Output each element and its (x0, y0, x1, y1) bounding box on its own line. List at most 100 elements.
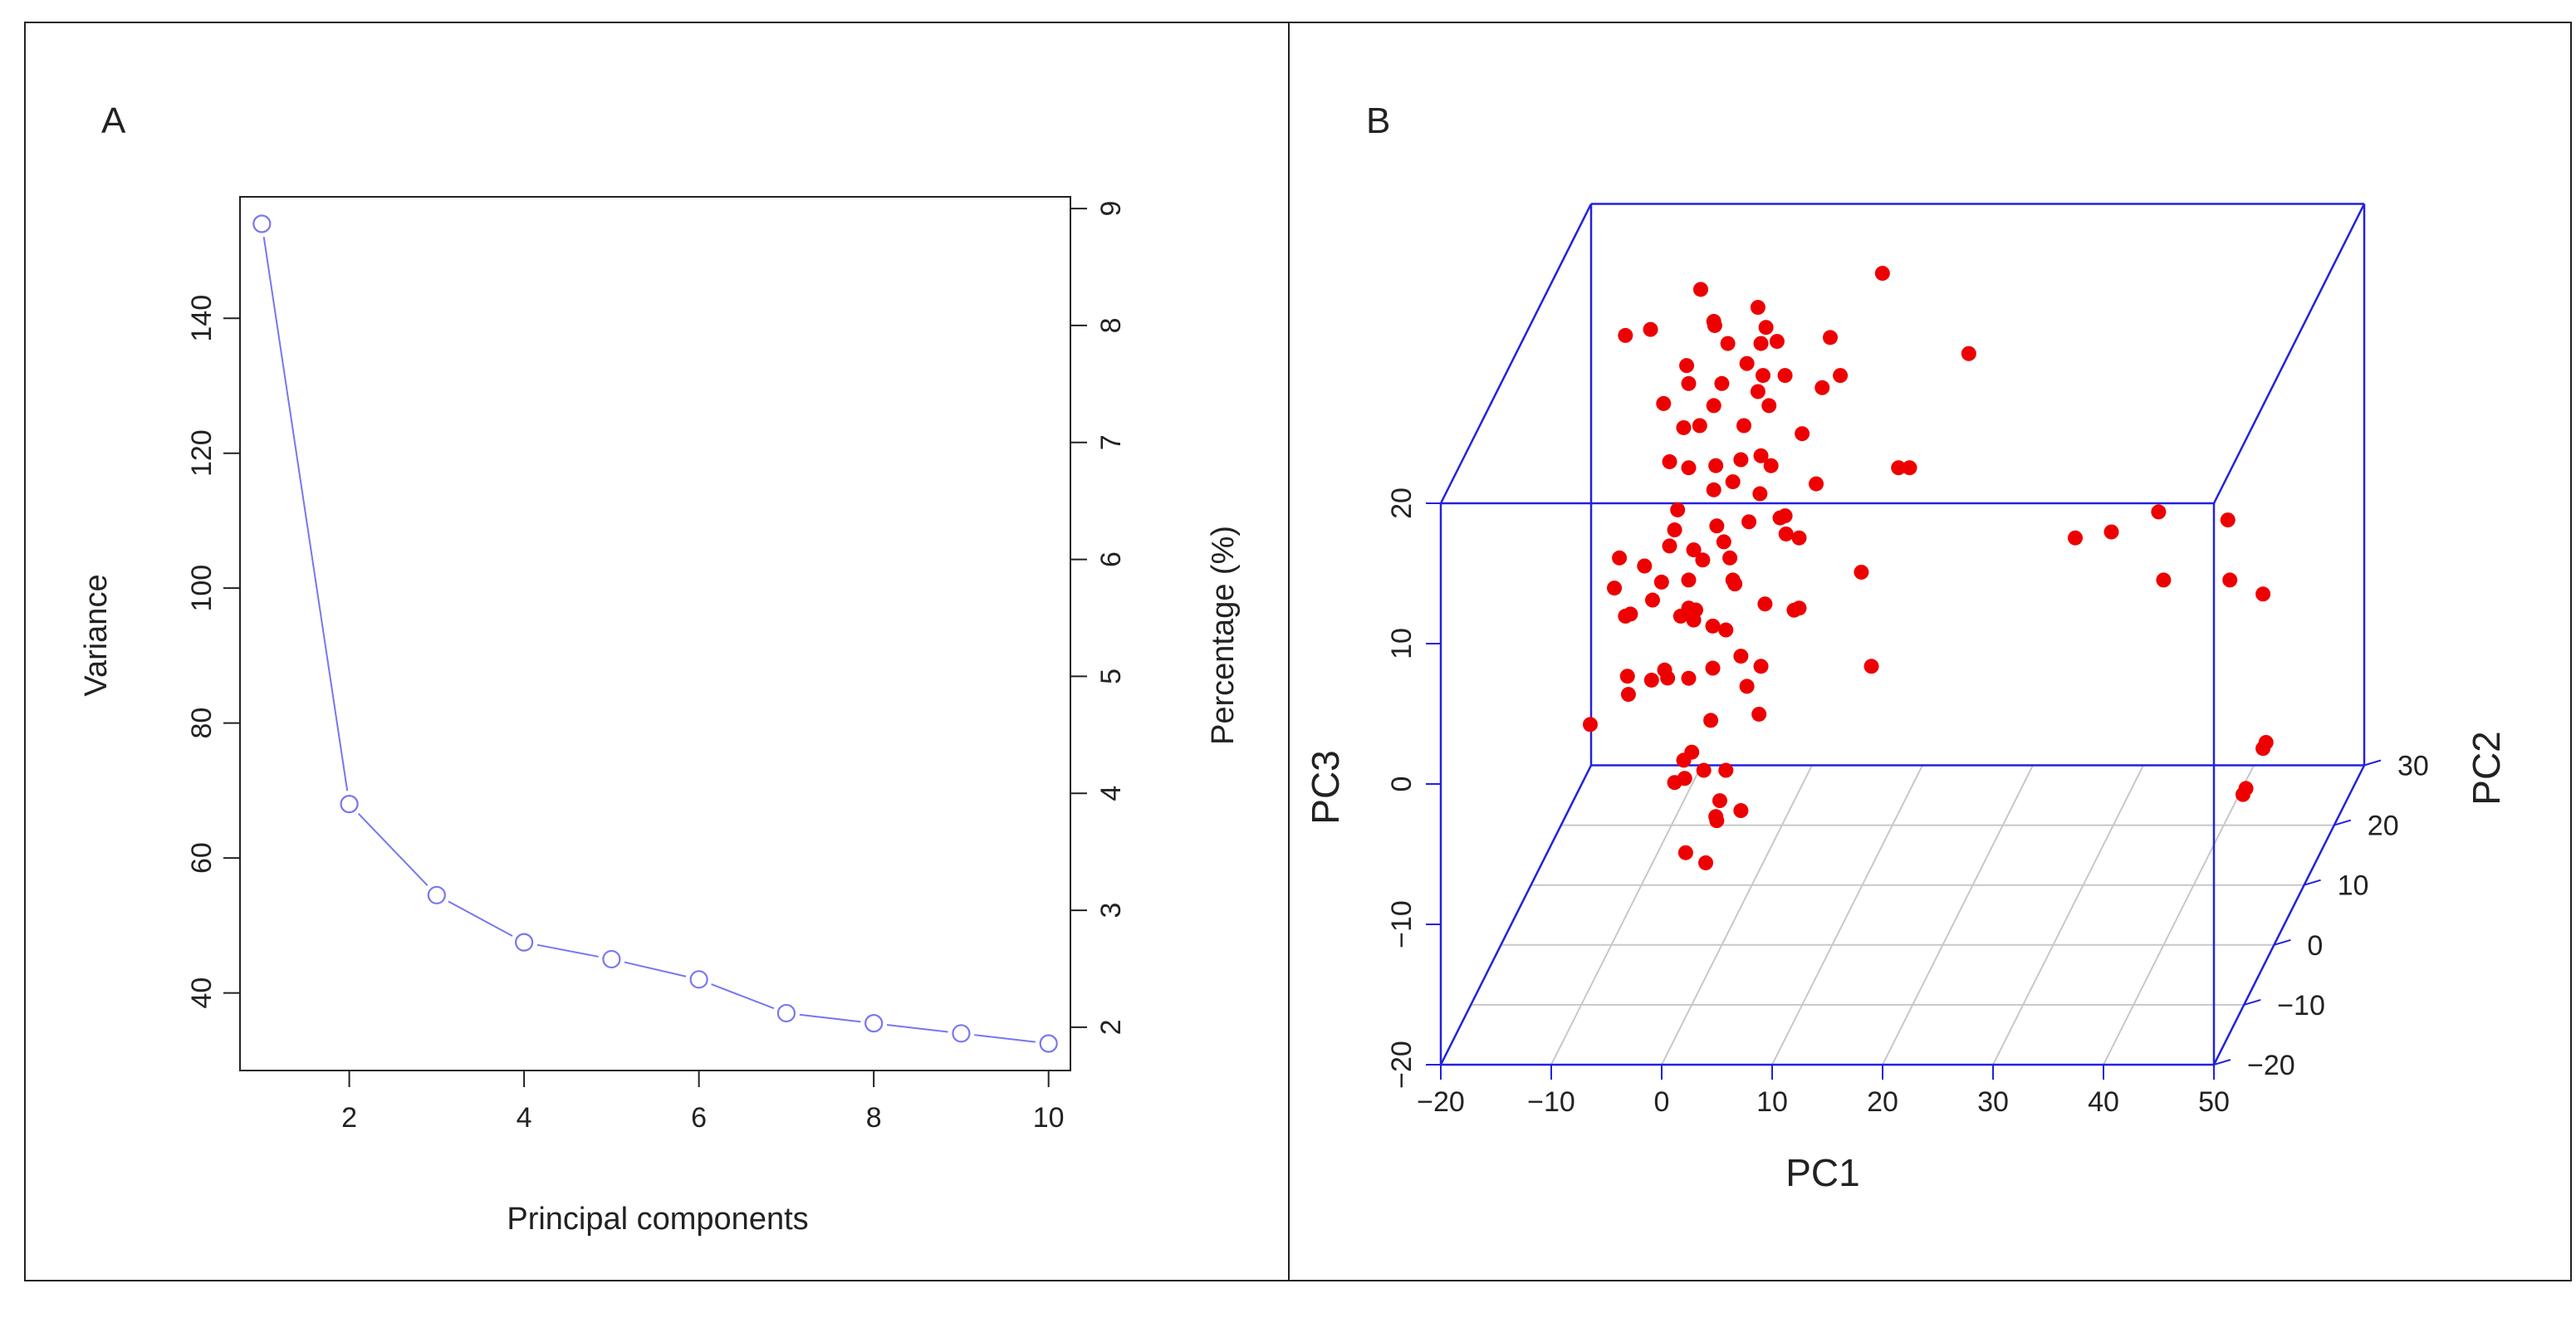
data-point (1739, 679, 1755, 694)
data-point (864, 1014, 884, 1033)
data-point (1653, 574, 1669, 590)
data-point (1679, 358, 1695, 374)
data-point (1703, 713, 1719, 728)
data-point (1692, 418, 1707, 434)
data-point (1698, 855, 1714, 870)
pc2-tick (2363, 759, 2382, 767)
data-point (1769, 334, 1785, 350)
series-segment (974, 1034, 1036, 1043)
pc2-tick-label: −20 (2247, 1050, 2295, 1081)
data-point (1753, 448, 1769, 463)
pc1-tick-label: 30 (1977, 1086, 2009, 1118)
pc3-tick-label: −20 (1386, 1041, 1418, 1089)
panel-a-plot-frame (239, 196, 1071, 1071)
pc2-tick-label: 30 (2397, 751, 2429, 782)
data-point (1750, 300, 1765, 316)
y2-tick-label: 9 (1095, 201, 1127, 217)
data-point (1874, 266, 1890, 282)
data-point (1809, 476, 1824, 492)
data-point (602, 949, 621, 969)
data-point (1667, 522, 1682, 538)
panel-a-x-axis-title: Principal components (507, 1202, 808, 1237)
data-point (515, 933, 534, 952)
data-point (1778, 526, 1794, 541)
data-point (1725, 474, 1741, 490)
panel-a-y-axis-title: Variance (79, 574, 114, 696)
data-point (1607, 581, 1623, 596)
data-point (1753, 659, 1769, 674)
data-point (1791, 530, 1807, 546)
data-point (1706, 313, 1721, 329)
data-point (1681, 375, 1697, 391)
y-tick-label: 100 (186, 565, 218, 612)
pc3-tick-label: 0 (1386, 777, 1418, 792)
data-point (1681, 572, 1697, 588)
data-point (1637, 558, 1653, 574)
pc1-tick-label: 50 (2198, 1086, 2230, 1118)
data-point (1753, 336, 1769, 351)
grid-line (1771, 765, 1923, 1066)
data-point (1833, 368, 1849, 384)
data-point (1777, 368, 1793, 384)
data-point (1686, 542, 1702, 558)
box-edge (1439, 764, 1593, 1066)
figure-border (24, 22, 2572, 1281)
data-point (1681, 460, 1697, 476)
data-point (1757, 596, 1773, 612)
data-point (1822, 330, 1838, 345)
pc3-tick-label: 10 (1386, 628, 1418, 659)
data-point (1684, 744, 1700, 760)
series-segment (357, 812, 429, 886)
data-point (2222, 572, 2238, 588)
panel-b-points (1582, 266, 2274, 870)
data-point (1741, 514, 1757, 530)
y2-tick-label: 4 (1095, 786, 1127, 801)
data-point (1902, 460, 1917, 476)
pc2-tick-label: 20 (2368, 811, 2399, 842)
x-tick-label: 8 (866, 1102, 882, 1134)
data-point (1582, 717, 1598, 732)
pc2-tick (2334, 819, 2352, 826)
panel-b-axes: −20 −10 0 10 20 30 40 50 −20 −10 0 10 20 −20 −10 0 10 20 3… (1386, 488, 2429, 1118)
box-edge (2212, 764, 2366, 1066)
data-point (1795, 426, 1810, 442)
data-point (1692, 282, 1708, 297)
data-point (1688, 602, 1703, 618)
panel-a-y2-axis-title: Percentage (%) (1206, 526, 1241, 745)
y-tick-label: 140 (186, 295, 218, 342)
grid-line (1992, 765, 2144, 1066)
data-point (1657, 662, 1672, 678)
box-edge (1439, 203, 1593, 504)
data-point (252, 214, 272, 233)
data-point (689, 970, 708, 989)
pc2-tick (2304, 879, 2321, 886)
data-point (1706, 398, 1721, 414)
y2-tick-label: 8 (1095, 317, 1127, 333)
data-point (2255, 586, 2271, 602)
series-segment (448, 900, 513, 937)
series-segment (711, 983, 775, 1010)
data-point (1733, 803, 1749, 819)
data-point (1620, 687, 1636, 703)
series-segment (886, 1023, 948, 1033)
data-point (1961, 345, 1976, 361)
data-point (1722, 550, 1738, 566)
data-point (1656, 395, 1672, 411)
data-point (1716, 534, 1731, 550)
series-segment (262, 237, 349, 791)
data-point (1758, 320, 1774, 336)
data-point (1708, 809, 1724, 825)
pc1-tick-label: 10 (1756, 1086, 1788, 1118)
data-point (1676, 419, 1692, 435)
data-point (1662, 538, 1677, 554)
data-point (1708, 458, 1724, 473)
panel-b-x-axis-title: PC1 (1785, 1151, 1859, 1194)
data-point (1863, 659, 1879, 674)
x-tick-label: 6 (691, 1102, 707, 1134)
data-point (1727, 576, 1743, 592)
panel-a-series (252, 214, 1058, 1053)
y2-tick-label: 6 (1095, 551, 1127, 567)
data-point (2151, 504, 2167, 520)
data-point (1777, 508, 1793, 524)
